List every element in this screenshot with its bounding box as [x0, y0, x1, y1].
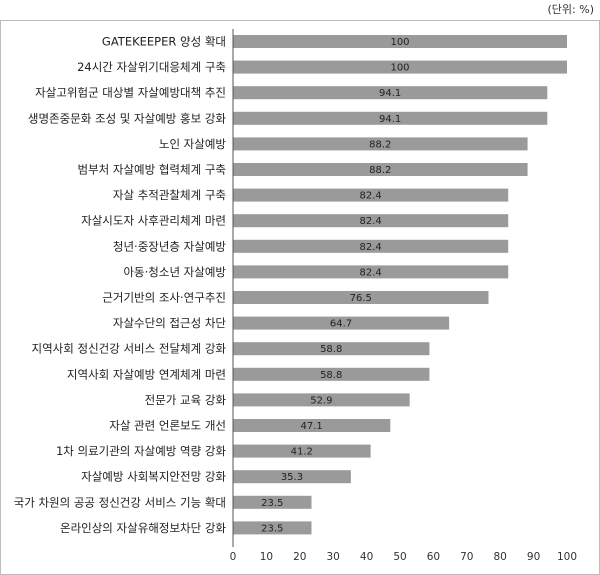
data-label: 82.4	[359, 191, 381, 202]
bars	[233, 35, 567, 535]
category-label: 청년·중장년층 자살예방	[113, 239, 227, 253]
category-label: 자살고위험군 대상별 자살예방대책 추진	[35, 86, 226, 100]
bar	[233, 342, 430, 356]
bar	[233, 239, 509, 253]
data-label: 58.8	[320, 370, 342, 381]
x-tick-label: 30	[327, 551, 340, 563]
data-label: 88.2	[369, 165, 391, 176]
data-label: 82.4	[359, 216, 381, 227]
x-tick-label: 40	[360, 551, 373, 563]
bar	[233, 265, 509, 279]
data-label: 88.2	[369, 139, 391, 150]
bar	[233, 35, 567, 48]
category-label: 자살 관련 언론보도 개선	[109, 419, 226, 433]
x-tick-label: 80	[494, 551, 507, 563]
category-label: 지역사회 자살예방 연계체계 마련	[67, 367, 226, 381]
data-label: 100	[390, 37, 409, 48]
data-label: 94.1	[379, 114, 401, 125]
data-label: 100	[390, 63, 409, 74]
bar	[233, 163, 528, 176]
bar	[233, 60, 567, 74]
bar	[233, 86, 548, 100]
data-label: 82.4	[359, 267, 381, 278]
data-label: 35.3	[281, 472, 303, 483]
category-label: 전문가 교육 강화	[145, 393, 227, 407]
data-label: 64.7	[330, 319, 352, 330]
category-label: 24시간 자살위기대응체계 구축	[77, 60, 226, 74]
x-tick-label: 100	[557, 551, 577, 563]
category-label: 범부처 자살예방 협력체계 구축	[77, 163, 226, 177]
data-label: 52.9	[310, 395, 332, 406]
category-label: 1차 의료기관의 자살예방 역량 강화	[56, 444, 226, 458]
category-label: 생명존중문화 조성 및 자살예방 홍보 강화	[28, 111, 227, 125]
unit-label: (단위: %)	[548, 3, 594, 16]
data-label: 41.2	[291, 447, 313, 458]
bar	[233, 495, 312, 509]
data-label: 23.5	[261, 498, 283, 509]
category-label: 자살예방 사회복지안전망 강화	[81, 470, 226, 484]
category-label: 아동·청소년 자살예방	[123, 265, 226, 279]
data-label: 47.1	[301, 421, 323, 432]
bar	[233, 291, 489, 304]
category-label: GATEKEEPER 양성 확대	[102, 35, 226, 49]
x-tick-label: 90	[527, 551, 540, 563]
bar	[233, 316, 450, 330]
category-label: 근거기반의 조사·연구추진	[102, 291, 226, 305]
data-label: 94.1	[379, 88, 401, 99]
data-label: 76.5	[350, 293, 372, 304]
category-label: 국가 차원의 공공 정신건강 서비스 기능 확대	[14, 495, 226, 509]
bar	[233, 419, 391, 432]
category-label: 온라인상의 자살유해정보차단 강화	[60, 521, 226, 535]
bar	[233, 367, 430, 381]
category-label: 자살수단의 접근성 차단	[113, 316, 227, 330]
bar	[233, 111, 548, 125]
x-tick-label: 20	[293, 551, 306, 563]
category-label: 자살 추적관찰체계 구축	[113, 188, 226, 202]
value-labels: 100 100 94.1 94.1 88.2 88.2 82.4 82.4 82.4 82.4 76…	[261, 37, 409, 534]
data-label: 82.4	[359, 242, 381, 253]
x-tick-label: 60	[427, 551, 440, 563]
x-tick-label: 10	[260, 551, 273, 563]
bar	[233, 393, 410, 407]
x-axis-ticks: 0 10 20 30 40 50 60 70 80 90 100	[230, 551, 577, 563]
category-label: 자살시도자 사후관리체계 마련	[81, 214, 226, 228]
data-label: 23.5	[261, 523, 283, 534]
data-label: 58.8	[320, 344, 342, 355]
x-tick-label: 0	[230, 551, 237, 563]
bar	[233, 444, 371, 458]
category-label: 지역사회 정신건강 서비스 전달체계 강화	[32, 342, 227, 356]
bar	[233, 188, 509, 202]
bar	[233, 521, 312, 535]
x-tick-label: 70	[460, 551, 473, 563]
bar	[233, 137, 528, 151]
x-tick-label: 50	[393, 551, 406, 563]
bar	[233, 214, 509, 228]
bar	[233, 470, 351, 484]
category-label: 노인 자살예방	[159, 137, 227, 151]
